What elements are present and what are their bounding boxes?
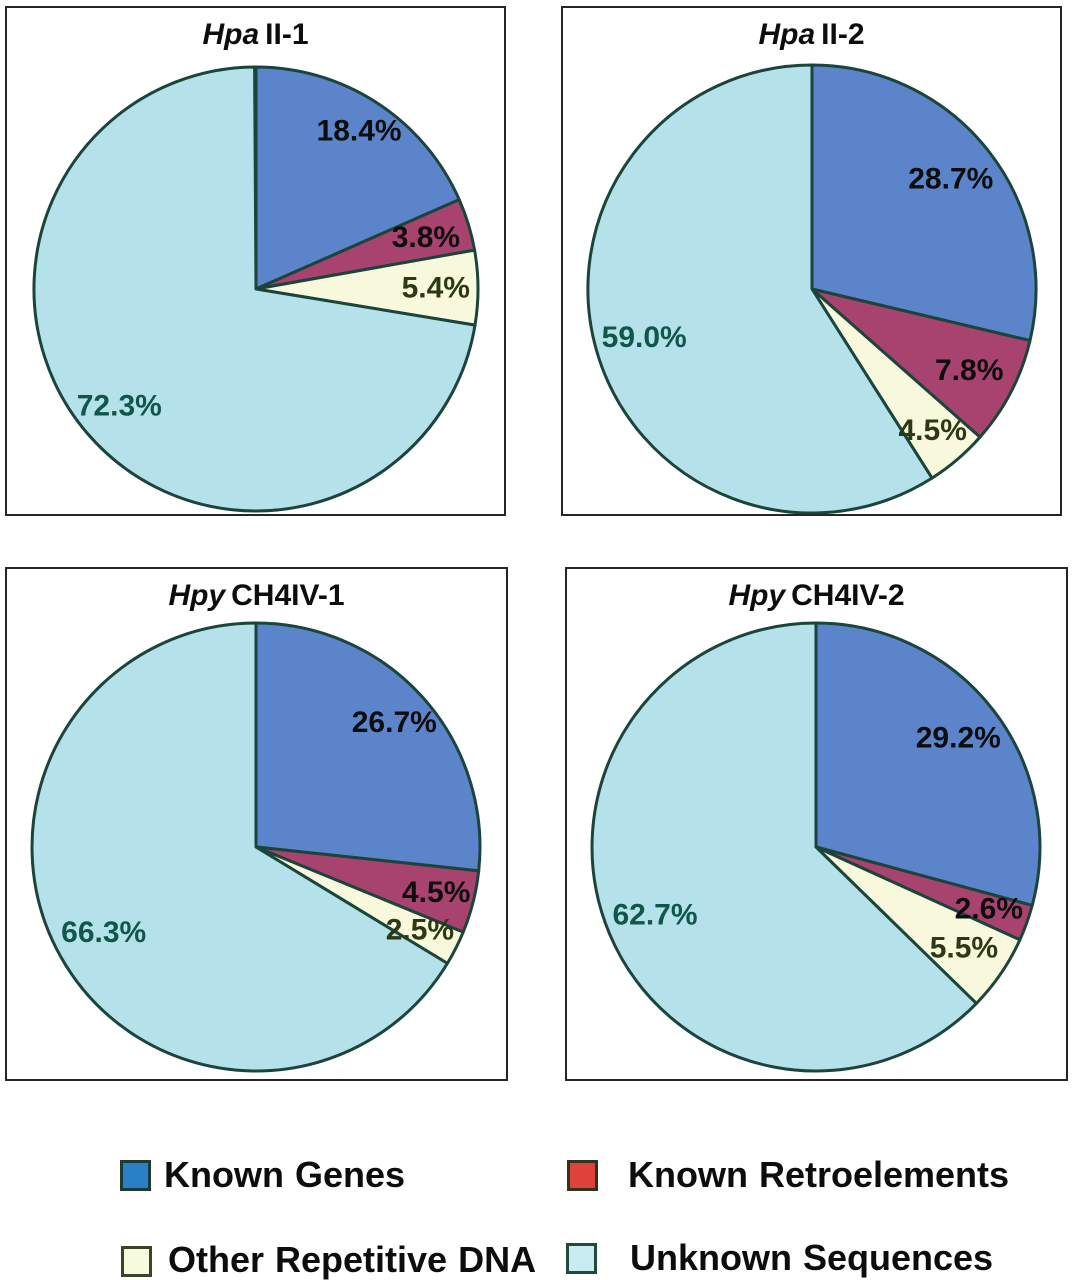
pie-slice-percentage-label: 7.8% [935,354,1003,387]
pie-title: Hpa II-1 [7,16,504,54]
pie-slice-percentage-label: 3.8% [392,221,460,254]
pie-slice-percentage-label: 5.4% [402,271,470,304]
legend-label: Unknown Sequences [630,1237,994,1278]
pie-title-enzyme: Hpa [758,18,816,51]
pie-slice-known-genes [810,63,1038,343]
pie-slice-percentage-label: 2.5% [386,913,454,946]
legend-swatch-known-genes [120,1160,151,1191]
pie-slice-unknown-sequences [32,65,477,513]
legend-label: Other Repetitive DNA [168,1239,537,1280]
pie-chart-svg: 28.7% 7.8% 4.5% 59.0% [586,63,1038,514]
pie-title: Hpa II-2 [563,16,1060,54]
pie-title: Hpy CH4IV-2 [567,577,1066,615]
pie-chart-svg: 29.2% 2.6% 5.5% 62.7% [590,621,1042,1073]
pie-slice-known-genes [254,621,482,873]
pie-title-suffix: II-1 [265,18,309,51]
legend-swatch-other-repetitive-dna [121,1246,152,1277]
legend-swatch-known-retroelements [567,1160,598,1191]
pie-chart-svg: 26.7% 4.5% 2.5% 66.3% [30,621,482,1073]
pie-slice-known-genes [814,621,1042,907]
pie-slice-percentage-label: 28.7% [908,163,993,196]
pie-chart-svg: 18.4% 3.8% 5.4% 72.3% [32,65,480,513]
pie-slice-percentage-label: 18.4% [317,115,402,148]
pie-slice-percentage-label: 66.3% [61,916,146,949]
pie-slice-percentage-label: 29.2% [916,722,1001,755]
pie-title: Hpy CH4IV-1 [7,577,506,615]
pie-panel: Hpa II-2 28.7% 7.8% 4.5% 59.0% [561,6,1062,516]
pie-slice-percentage-label: 72.3% [77,389,162,422]
pie-slice-percentage-label: 4.5% [402,876,470,909]
pie-slice-percentage-label: 5.5% [930,932,998,965]
pie-title-enzyme: Hpy [728,579,786,612]
pie-slice-known-retroelements [810,287,1032,439]
pie-panel: Hpy CH4IV-2 29.2% 2.6% 5.5% 62.7% [565,567,1068,1081]
legend-label: Known Retroelements [628,1154,1010,1195]
pie-slice-percentage-label: 26.7% [352,706,437,739]
pie-title-suffix: CH4IV-2 [791,579,905,612]
pie-slice-known-genes [254,65,461,291]
legend-label: Known Genes [164,1154,406,1195]
pie-title-suffix: CH4IV-1 [231,579,345,612]
pie-slice-percentage-label: 59.0% [602,321,687,354]
pie-title-enzyme: Hpa [202,18,260,51]
pie-panel: Hpy CH4IV-1 26.7% 4.5% 2.5% 66.3% [5,567,508,1081]
pie-panel: Hpa II-1 18.4% 3.8% 5.4% 72.3% [5,6,506,516]
pie-slice-unknown-sequences [586,63,934,514]
pie-slice-unknown-sequences [30,621,449,1073]
pie-title-suffix: II-2 [821,18,865,51]
pie-title-enzyme: Hpy [168,579,226,612]
pie-slice-unknown-sequences [590,621,978,1073]
pie-slice-percentage-label: 2.6% [955,893,1023,926]
pie-slice-percentage-label: 4.5% [899,414,967,447]
pie-slice-percentage-label: 62.7% [612,898,697,931]
legend-swatch-unknown-sequences [566,1243,597,1274]
